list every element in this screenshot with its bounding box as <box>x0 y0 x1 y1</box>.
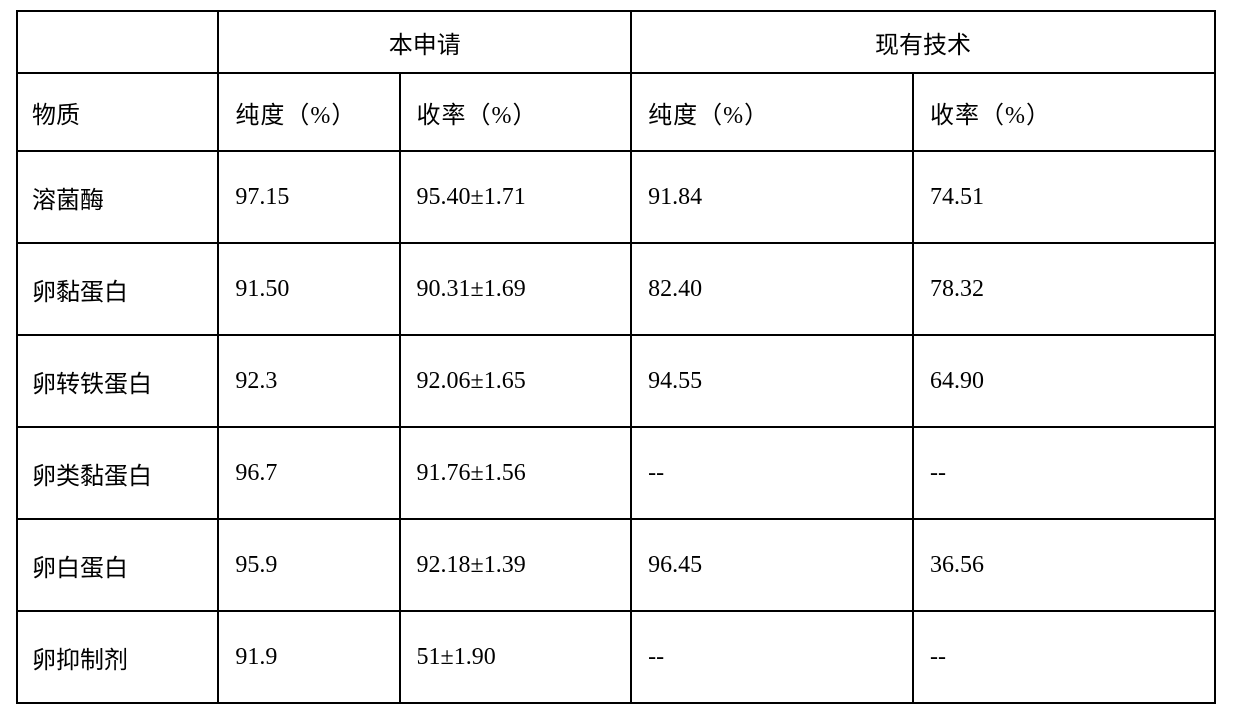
cell-name: 卵类黏蛋白 <box>17 427 218 519</box>
table-row: 卵白蛋白 95.9 92.18±1.39 96.45 36.56 <box>17 519 1215 611</box>
cell-yield-b: -- <box>913 611 1215 703</box>
group-header-prior-art: 现有技术 <box>631 11 1215 73</box>
table-row: 卵转铁蛋白 92.3 92.06±1.65 94.55 64.90 <box>17 335 1215 427</box>
cell-name: 卵抑制剂 <box>17 611 218 703</box>
cell-purity-a: 97.15 <box>218 151 399 243</box>
cell-name: 卵转铁蛋白 <box>17 335 218 427</box>
cell-purity-b: -- <box>631 611 913 703</box>
col-header-substance: 物质 <box>17 73 218 151</box>
cell-name: 溶菌酶 <box>17 151 218 243</box>
cell-purity-b: -- <box>631 427 913 519</box>
cell-yield-a: 90.31±1.69 <box>400 243 632 335</box>
cell-purity-a: 91.50 <box>218 243 399 335</box>
group-header-blank <box>17 11 218 73</box>
cell-yield-b: 74.51 <box>913 151 1215 243</box>
cell-purity-a: 95.9 <box>218 519 399 611</box>
cell-yield-a: 91.76±1.56 <box>400 427 632 519</box>
cell-name: 卵黏蛋白 <box>17 243 218 335</box>
cell-purity-a: 92.3 <box>218 335 399 427</box>
table-row: 卵黏蛋白 91.50 90.31±1.69 82.40 78.32 <box>17 243 1215 335</box>
col-header-purity-b: 纯度（%） <box>631 73 913 151</box>
cell-purity-b: 91.84 <box>631 151 913 243</box>
cell-yield-b: -- <box>913 427 1215 519</box>
cell-yield-a: 92.18±1.39 <box>400 519 632 611</box>
cell-purity-b: 96.45 <box>631 519 913 611</box>
protein-comparison-table: 本申请 现有技术 物质 纯度（%） 收率（%） 纯度（%） 收率（%） 溶菌酶 … <box>16 10 1216 704</box>
cell-yield-b: 64.90 <box>913 335 1215 427</box>
col-header-yield-b: 收率（%） <box>913 73 1215 151</box>
cell-yield-a: 95.40±1.71 <box>400 151 632 243</box>
cell-yield-b: 36.56 <box>913 519 1215 611</box>
table-row: 卵抑制剂 91.9 51±1.90 -- -- <box>17 611 1215 703</box>
table-row: 卵类黏蛋白 96.7 91.76±1.56 -- -- <box>17 427 1215 519</box>
cell-yield-a: 92.06±1.65 <box>400 335 632 427</box>
cell-yield-b: 78.32 <box>913 243 1215 335</box>
cell-name: 卵白蛋白 <box>17 519 218 611</box>
col-header-purity-a: 纯度（%） <box>218 73 399 151</box>
cell-purity-a: 96.7 <box>218 427 399 519</box>
col-header-yield-a: 收率（%） <box>400 73 632 151</box>
group-header-this-application: 本申请 <box>218 11 631 73</box>
table-row: 溶菌酶 97.15 95.40±1.71 91.84 74.51 <box>17 151 1215 243</box>
cell-yield-a: 51±1.90 <box>400 611 632 703</box>
cell-purity-b: 94.55 <box>631 335 913 427</box>
cell-purity-b: 82.40 <box>631 243 913 335</box>
group-header-row: 本申请 现有技术 <box>17 11 1215 73</box>
sub-header-row: 物质 纯度（%） 收率（%） 纯度（%） 收率（%） <box>17 73 1215 151</box>
cell-purity-a: 91.9 <box>218 611 399 703</box>
